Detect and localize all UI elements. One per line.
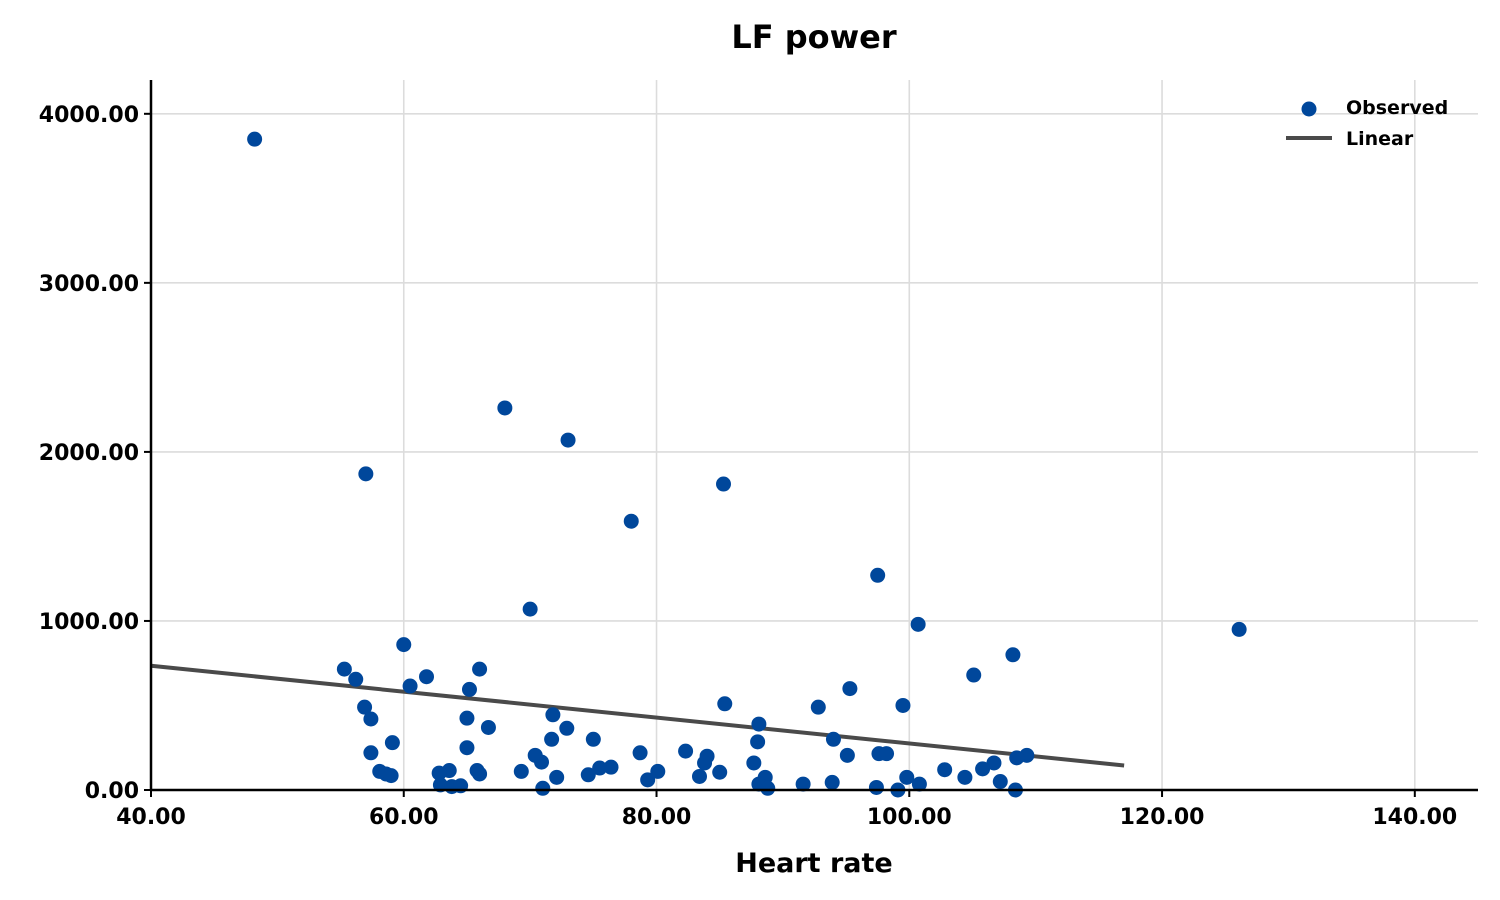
data-point: [957, 769, 973, 785]
axes-layer: [144, 80, 1478, 797]
y-tick-label: 3000.00: [39, 272, 139, 297]
x-tick-label: 140.00: [1372, 805, 1457, 830]
data-point: [1231, 621, 1247, 637]
data-point: [560, 432, 576, 448]
data-point: [937, 762, 953, 778]
data-point: [522, 601, 538, 617]
data-point: [585, 731, 601, 747]
data-point: [650, 763, 666, 779]
data-point: [751, 716, 767, 732]
y-tick-label: 1000.00: [39, 610, 139, 635]
data-point: [810, 699, 826, 715]
data-point: [966, 667, 982, 683]
data-point: [383, 768, 399, 784]
y-tick-label: 4000.00: [39, 103, 139, 128]
data-point: [431, 765, 447, 781]
data-point: [1009, 750, 1025, 766]
data-point: [419, 669, 435, 685]
legend-observed-marker: [1301, 101, 1317, 117]
data-point: [559, 720, 575, 736]
data-point: [712, 764, 728, 780]
data-point: [497, 400, 513, 416]
data-point: [824, 774, 840, 790]
data-point: [632, 745, 648, 761]
data-point: [363, 711, 379, 727]
x-tick-label: 100.00: [867, 805, 952, 830]
data-point: [358, 466, 374, 482]
data-point: [348, 671, 364, 687]
data-point: [580, 767, 596, 783]
data-point: [336, 661, 352, 677]
data-point: [357, 699, 373, 715]
data-point: [432, 777, 448, 793]
x-tick-label: 80.00: [622, 805, 692, 830]
regression-line-layer: [150, 663, 1125, 768]
data-point: [992, 774, 1008, 790]
data-point: [760, 780, 776, 796]
data-point: [717, 696, 733, 712]
data-point: [899, 769, 915, 785]
data-point: [870, 567, 886, 583]
x-tick-label: 60.00: [369, 805, 439, 830]
data-point: [842, 681, 858, 697]
scatter-points-layer: [247, 131, 1247, 798]
data-point: [513, 763, 529, 779]
x-axis-label: Heart rate: [735, 848, 893, 879]
data-point: [640, 772, 656, 788]
data-point: [402, 678, 418, 694]
y-tick-label: 0.00: [85, 779, 139, 804]
data-point: [746, 755, 762, 771]
data-point: [545, 707, 561, 723]
data-point: [549, 769, 565, 785]
data-point: [691, 768, 707, 784]
data-point: [868, 779, 884, 795]
data-point: [603, 759, 619, 775]
data-point: [895, 697, 911, 713]
data-point: [480, 719, 496, 735]
legend-linear-label: Linear: [1346, 128, 1414, 150]
data-point: [975, 761, 991, 777]
data-point: [469, 763, 485, 779]
data-point: [535, 780, 551, 796]
chart-title: LF power: [731, 18, 897, 56]
data-point: [247, 131, 263, 147]
data-point: [459, 740, 475, 756]
data-point: [527, 747, 543, 763]
data-point: [1005, 647, 1021, 663]
data-point: [461, 681, 477, 697]
legend-observed-label: Observed: [1346, 97, 1448, 119]
x-tick-label: 40.00: [116, 805, 186, 830]
regression-line: [150, 663, 1125, 768]
data-point: [459, 710, 475, 726]
data-point: [623, 513, 639, 529]
data-point: [825, 731, 841, 747]
data-point: [697, 755, 713, 771]
data-point: [544, 731, 560, 747]
y-tick-label: 2000.00: [39, 441, 139, 466]
x-tick-label: 120.00: [1120, 805, 1205, 830]
data-point: [592, 760, 608, 776]
data-point: [363, 745, 379, 761]
data-point: [911, 776, 927, 792]
data-point: [472, 661, 488, 677]
data-point: [678, 743, 694, 759]
data-point: [986, 755, 1002, 771]
legend: Observed Linear: [1286, 97, 1448, 150]
data-point: [839, 747, 855, 763]
data-point: [750, 734, 766, 750]
data-point: [795, 776, 811, 792]
grid-layer: [151, 80, 1478, 790]
tick-labels-layer: 40.00 60.00 80.00 100.00 120.00 140.00 0.00 100…: [39, 103, 1457, 830]
data-point: [910, 616, 926, 632]
data-point: [384, 735, 400, 751]
data-point: [396, 637, 412, 653]
data-point: [716, 476, 732, 492]
data-point: [879, 746, 895, 762]
